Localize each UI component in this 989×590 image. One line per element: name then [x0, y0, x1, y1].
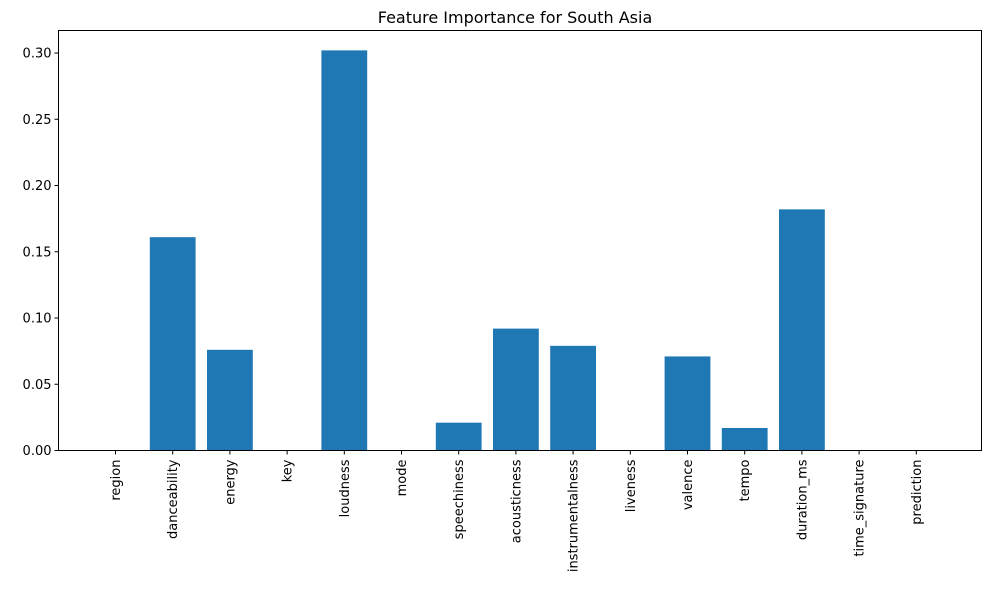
- bar-acousticness: [493, 328, 539, 451]
- y-axis-ticks: 0.00 0.05 0.10 0.15 0.20 0.25 0.30: [23, 47, 59, 459]
- x-tick-label: valence: [681, 460, 696, 511]
- x-tick-label: mode: [395, 460, 410, 497]
- plot-frame: [58, 30, 982, 451]
- bar-instrumentalness: [550, 345, 596, 451]
- x-tick-label: liveness: [624, 459, 639, 512]
- x-tick-label: prediction: [910, 460, 925, 525]
- y-tick-label: 0.10: [23, 312, 52, 327]
- x-tick-label: duration_ms: [795, 459, 810, 540]
- chart-title: Feature Importance for South Asia: [378, 8, 653, 27]
- x-tick-label: danceability: [166, 459, 181, 539]
- y-tick-label: 0.25: [23, 113, 52, 128]
- y-tick-label: 0.30: [23, 47, 52, 62]
- x-tick-label: instrumentalness: [567, 459, 582, 572]
- bar-duration-ms: [779, 209, 825, 451]
- x-tick-label: key: [281, 459, 296, 482]
- bar-danceability: [149, 237, 196, 451]
- x-tick-label: acousticness: [509, 459, 524, 543]
- bars-group: [149, 50, 825, 451]
- y-tick-label: 0.05: [23, 378, 52, 393]
- y-tick-label: 0.20: [23, 179, 52, 194]
- bar-energy: [207, 349, 253, 451]
- x-tick-label: tempo: [738, 459, 753, 501]
- bar-tempo: [721, 427, 768, 451]
- x-tick-label: energy: [223, 459, 238, 505]
- bar-loudness: [321, 50, 368, 451]
- x-tick-label: time_signature: [853, 460, 868, 557]
- bar-speechiness: [435, 422, 482, 451]
- x-axis-ticks: region danceability energy key loudness mode s…: [109, 450, 925, 572]
- x-tick-label: speechiness: [452, 459, 467, 539]
- bar-valence: [664, 356, 711, 451]
- x-tick-label: region: [109, 460, 124, 501]
- x-tick-label: loudness: [338, 459, 353, 517]
- y-tick-label: 0.15: [23, 245, 52, 260]
- y-tick-label: 0.00: [23, 444, 52, 459]
